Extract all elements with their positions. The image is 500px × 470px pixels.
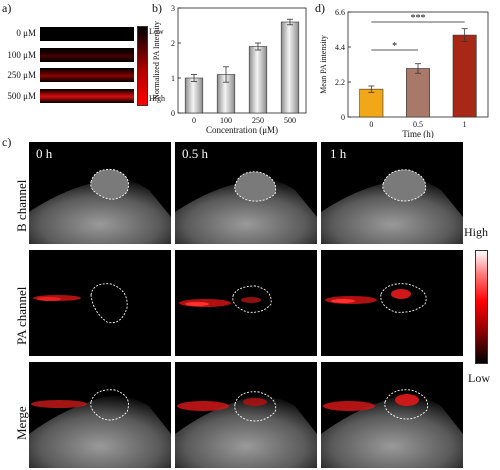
pa-strip-0 bbox=[40, 27, 134, 41]
conc-label-250: 250 μM bbox=[7, 70, 36, 80]
x-tick-label: 250 bbox=[252, 116, 264, 125]
x-tick-label: 1 bbox=[463, 120, 467, 129]
bar bbox=[184, 77, 204, 114]
x-axis-label: Concentration (μM) bbox=[206, 125, 278, 135]
pa-strip-100 bbox=[40, 48, 134, 62]
conc-label-100: 100 μM bbox=[7, 50, 36, 60]
us-image-1h bbox=[321, 142, 463, 244]
bar bbox=[280, 21, 300, 114]
time-label-1h: 1 h bbox=[330, 146, 347, 161]
row-label-merge: Merge bbox=[14, 406, 29, 440]
legend-high-a: High bbox=[149, 94, 165, 103]
y-tick-label: 3 bbox=[171, 4, 175, 13]
y-tick-label: 4.4 bbox=[335, 43, 345, 52]
y-tick-label: 6.6 bbox=[335, 8, 345, 17]
scale-high-label: High bbox=[464, 225, 488, 239]
row-label-b-channel: B channel bbox=[14, 179, 29, 232]
bar bbox=[359, 88, 384, 118]
y-tick-label: 1 bbox=[171, 74, 175, 83]
plot-frame bbox=[177, 7, 307, 114]
bar bbox=[248, 46, 268, 114]
conc-label-0: 0 μM bbox=[16, 28, 36, 38]
x-tick-label: 0 bbox=[192, 116, 196, 125]
us-image-0h bbox=[29, 142, 171, 244]
pa-image-05h bbox=[175, 250, 317, 356]
legend-low-a: Low bbox=[149, 27, 164, 36]
x-tick-label: 100 bbox=[220, 116, 232, 125]
pa-image-1h bbox=[321, 250, 463, 356]
significance-mark: * bbox=[392, 41, 397, 52]
bar bbox=[452, 34, 477, 118]
y-axis-label: Normalized PA Intensity bbox=[152, 21, 161, 100]
time-label-0h: 0 h bbox=[36, 146, 53, 161]
pa-colorbar-a bbox=[137, 26, 148, 106]
x-tick-label: 0 bbox=[369, 120, 373, 129]
conc-label-500: 500 μM bbox=[7, 91, 36, 101]
merge-image-1h bbox=[321, 362, 463, 468]
x-tick-label: 500 bbox=[284, 116, 296, 125]
panel-b-letter: b) bbox=[152, 1, 162, 15]
panel-d-letter: d) bbox=[315, 1, 325, 15]
merge-image-05h bbox=[175, 362, 317, 468]
significance-mark: *** bbox=[411, 13, 426, 24]
y-tick-label: 2.2 bbox=[335, 78, 345, 87]
us-image-05h bbox=[175, 142, 317, 244]
pa-strip-500 bbox=[40, 89, 134, 103]
y-tick-label: 0 bbox=[341, 113, 345, 122]
y-tick-label: 0 bbox=[171, 109, 175, 118]
panel-c-letter: c) bbox=[2, 135, 12, 149]
y-tick-label: 2 bbox=[171, 39, 175, 48]
y-axis-label: Mean PA intensity bbox=[319, 35, 328, 94]
merge-image-0h bbox=[29, 362, 171, 468]
pa-colorbar-c bbox=[475, 250, 488, 364]
row-label-pa-channel: PA channel bbox=[14, 286, 29, 345]
panel-a-letter: a) bbox=[2, 1, 12, 15]
normalized-pa-bar-chart: 0 1 2 3 0 100 250 500 Concentration (μM) Normaliz… bbox=[152, 4, 307, 135]
time-label-05h: 0.5 h bbox=[182, 146, 208, 161]
x-tick-label: 0.5 bbox=[413, 120, 423, 129]
scale-low-label: Low bbox=[468, 371, 490, 385]
bar bbox=[406, 68, 430, 118]
pa-strip-250 bbox=[40, 68, 134, 82]
x-axis-label: Time (h) bbox=[402, 129, 433, 138]
mean-pa-bar-chart: 0 2.2 4.4 6.6 0 0.5 1 Time (h) Mean PA intensity… bbox=[319, 8, 489, 138]
pa-image-0h bbox=[29, 250, 171, 356]
